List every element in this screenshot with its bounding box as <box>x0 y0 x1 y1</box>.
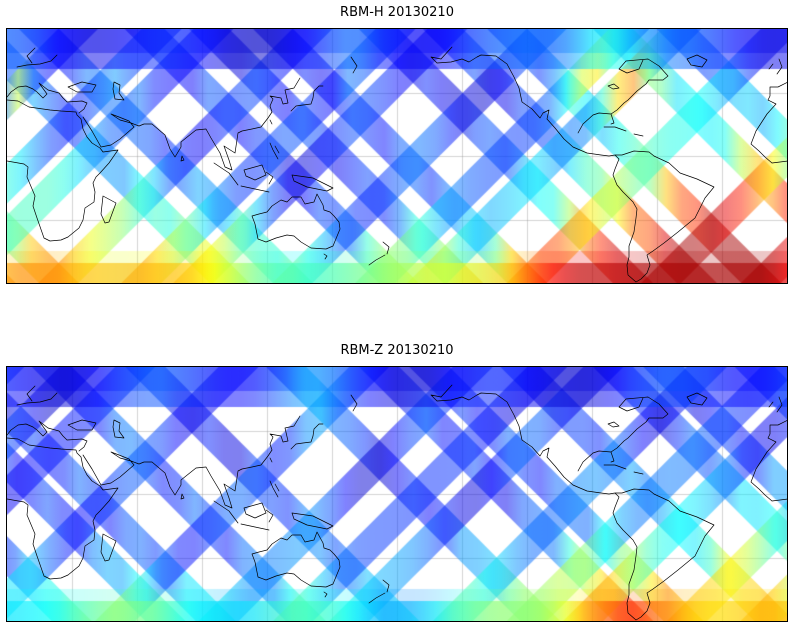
world-coastlines <box>7 384 787 621</box>
panel-title: RBM-H 20130210 <box>340 5 454 20</box>
swath-heatmap-canvas <box>7 367 787 621</box>
world-coastlines <box>7 46 787 283</box>
map-frame <box>6 28 788 284</box>
panel-title: RBM-Z 20130210 <box>340 343 454 358</box>
coastline-overlay <box>7 384 787 621</box>
panel-rbm-z: RBM-Z 20130210 <box>6 342 788 622</box>
panel-rbm-h: RBM-H 20130210 <box>6 4 788 284</box>
map-frame <box>6 366 788 622</box>
swath-heatmap-canvas <box>7 29 787 283</box>
coastline-overlay <box>7 46 787 283</box>
